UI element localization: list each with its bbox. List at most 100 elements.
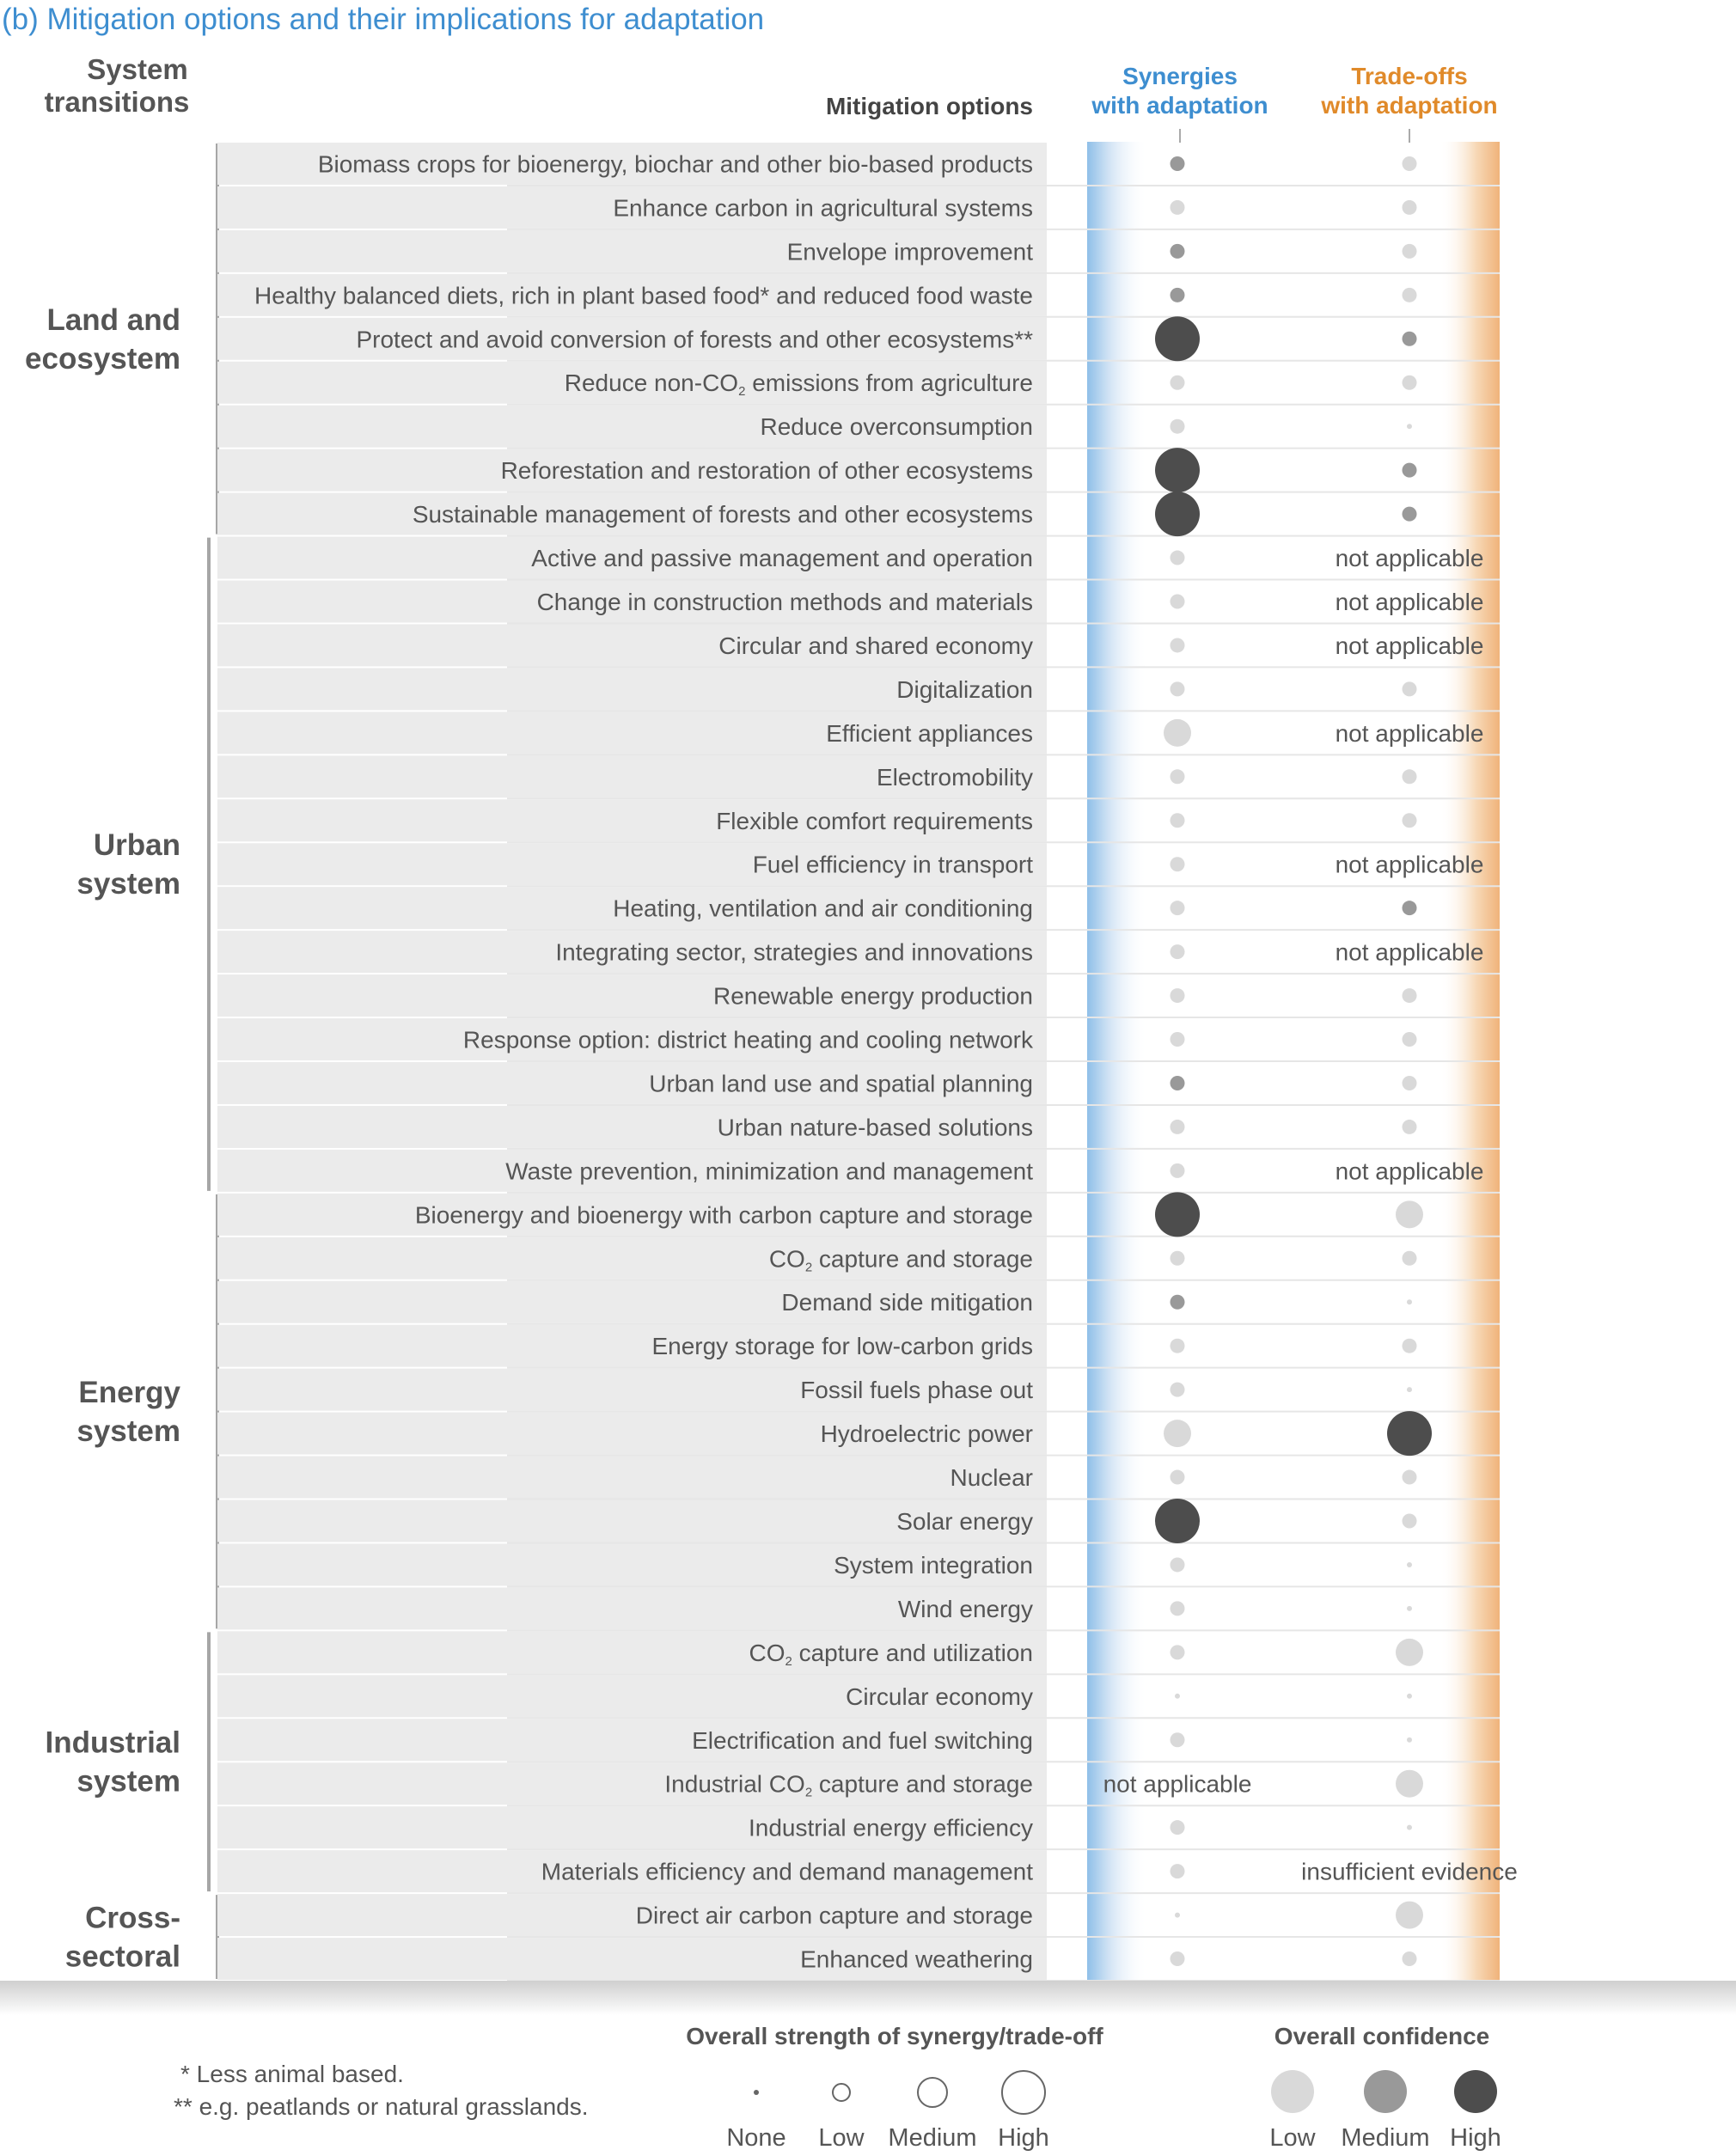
tradeoff-mark: [1402, 681, 1417, 697]
row-band: [217, 668, 1047, 711]
synergy-mark: [1164, 718, 1191, 747]
group-name: Land and: [46, 303, 180, 337]
synergy-mark: [1170, 1951, 1185, 1967]
header-synergies-1: Synergies: [1122, 63, 1238, 89]
option-label: Nuclear: [951, 1464, 1033, 1491]
legend-confidence-label: Low: [1269, 2124, 1316, 2152]
synergy-mark: [1155, 492, 1200, 537]
option-label: Urban nature-based solutions: [718, 1114, 1033, 1140]
tradeoff-mark: [1402, 813, 1417, 828]
tradeoff-mark: [1402, 375, 1417, 390]
option-label: Fuel efficiency in transport: [753, 852, 1034, 878]
synergy-mark: [1170, 550, 1185, 565]
option-label: Reduce non-CO2 emissions from agricultur…: [565, 370, 1033, 399]
tradeoff-mark: [1402, 331, 1417, 346]
option-label: Electromobility: [877, 764, 1033, 791]
option-label: Enhance carbon in agricultural systems: [613, 194, 1033, 221]
footnote-2: ** e.g. peatlands or natural grasslands.: [174, 2093, 589, 2120]
row-band: [217, 755, 1047, 798]
row-band: [217, 1018, 1047, 1060]
synergy-mark: [1170, 857, 1185, 872]
option-label: Efficient appliances: [826, 720, 1033, 747]
row-band: [217, 712, 1047, 754]
row-band: [217, 1894, 1047, 1937]
row-band: [217, 843, 1047, 886]
synergy-mark: [1170, 1732, 1185, 1748]
synergy-mark: [1175, 1693, 1180, 1699]
option-label: Reduce overconsumption: [760, 413, 1033, 440]
row-band: [217, 1543, 1047, 1586]
synergy-mark: [1170, 1601, 1185, 1616]
footnote-1: * Less animal based.: [180, 2061, 404, 2087]
tradeoff-mark: [1407, 424, 1412, 430]
synergy-mark: [1170, 1864, 1185, 1879]
tradeoff-mark: [1402, 1951, 1417, 1967]
legend-confidence-mark: [1454, 2070, 1497, 2113]
tradeoff-mark: [1407, 1693, 1412, 1699]
synergy-mark: [1170, 813, 1185, 828]
synergy-mark: [1170, 1032, 1185, 1047]
tradeoff-mark: [1407, 1387, 1412, 1393]
option-label: Active and passive management and operat…: [531, 545, 1033, 571]
tradeoff-mark: [1402, 1469, 1417, 1485]
option-label: Heating, ventilation and air conditionin…: [613, 895, 1033, 922]
synergy-note: not applicable: [1103, 1771, 1252, 1798]
synergy-mark: [1170, 1469, 1185, 1485]
row-band: [217, 1456, 1047, 1499]
row-band: [217, 931, 1047, 974]
option-label: Direct air carbon capture and storage: [636, 1903, 1033, 1929]
option-label: Circular economy: [846, 1683, 1033, 1710]
synergy-mark: [1164, 1420, 1191, 1448]
legend-strength-mark: [917, 2077, 948, 2108]
row-band: [217, 143, 1047, 185]
row-band: [217, 229, 1047, 272]
tradeoff-mark: [1407, 1561, 1412, 1567]
row-band: [217, 1368, 1047, 1411]
tradeoff-mark: [1402, 287, 1417, 302]
option-label: Response option: district heating and co…: [463, 1027, 1034, 1054]
legend-strength-label: High: [998, 2124, 1049, 2152]
synergy-mark: [1170, 375, 1185, 390]
row-band: [217, 1412, 1047, 1455]
row-band: [217, 799, 1047, 842]
synergy-mark: [1170, 243, 1185, 259]
option-label: CO2 capture and utilization: [749, 1640, 1033, 1669]
option-label: Biomass crops for bioenergy, biochar and…: [318, 150, 1033, 177]
tradeoff-mark: [1396, 1638, 1423, 1666]
legend-strength-none-mark: [754, 2090, 759, 2095]
row-band: [217, 1938, 1047, 1980]
row-band: [217, 1762, 1047, 1805]
row-band: [217, 536, 1047, 579]
row-band: [217, 1237, 1047, 1280]
header-mitigation-options: Mitigation options: [826, 93, 1033, 119]
row-band: [217, 1193, 1047, 1236]
panel-title: (b) Mitigation options and their implica…: [2, 3, 764, 36]
row-band: [217, 580, 1047, 623]
synergy-mark: [1170, 901, 1185, 916]
tradeoff-mark: [1402, 1338, 1417, 1353]
row-band: [217, 361, 1047, 404]
legend-confidence-title: Overall confidence: [1274, 2023, 1490, 2049]
tradeoff-mark: [1407, 1605, 1412, 1611]
synergy-mark: [1170, 418, 1185, 434]
tradeoff-mark: [1402, 506, 1417, 522]
header-tradeoffs-1: Trade-offs: [1351, 63, 1467, 89]
group-name: Cross-: [85, 1902, 180, 1935]
synergy-mark: [1155, 316, 1200, 362]
synergy-mark: [1170, 1163, 1185, 1178]
group-name: sectoral: [65, 1940, 180, 1974]
row-band: [217, 405, 1047, 448]
row-band: [217, 1499, 1047, 1542]
tradeoff-mark: [1396, 1200, 1423, 1229]
synergy-mark: [1155, 448, 1200, 493]
synergy-mark: [1170, 681, 1185, 697]
option-label: Bioenergy and bioenergy with carbon capt…: [415, 1201, 1033, 1228]
option-label: Healthy balanced diets, rich in plant ba…: [254, 282, 1033, 308]
synergy-mark: [1170, 1645, 1185, 1660]
row-band: [217, 492, 1047, 535]
tradeoff-note: not applicable: [1336, 545, 1484, 571]
group-name: system: [76, 1765, 180, 1799]
row-band: [217, 1631, 1047, 1674]
tradeoff-note: insufficient evidence: [1301, 1859, 1518, 1885]
